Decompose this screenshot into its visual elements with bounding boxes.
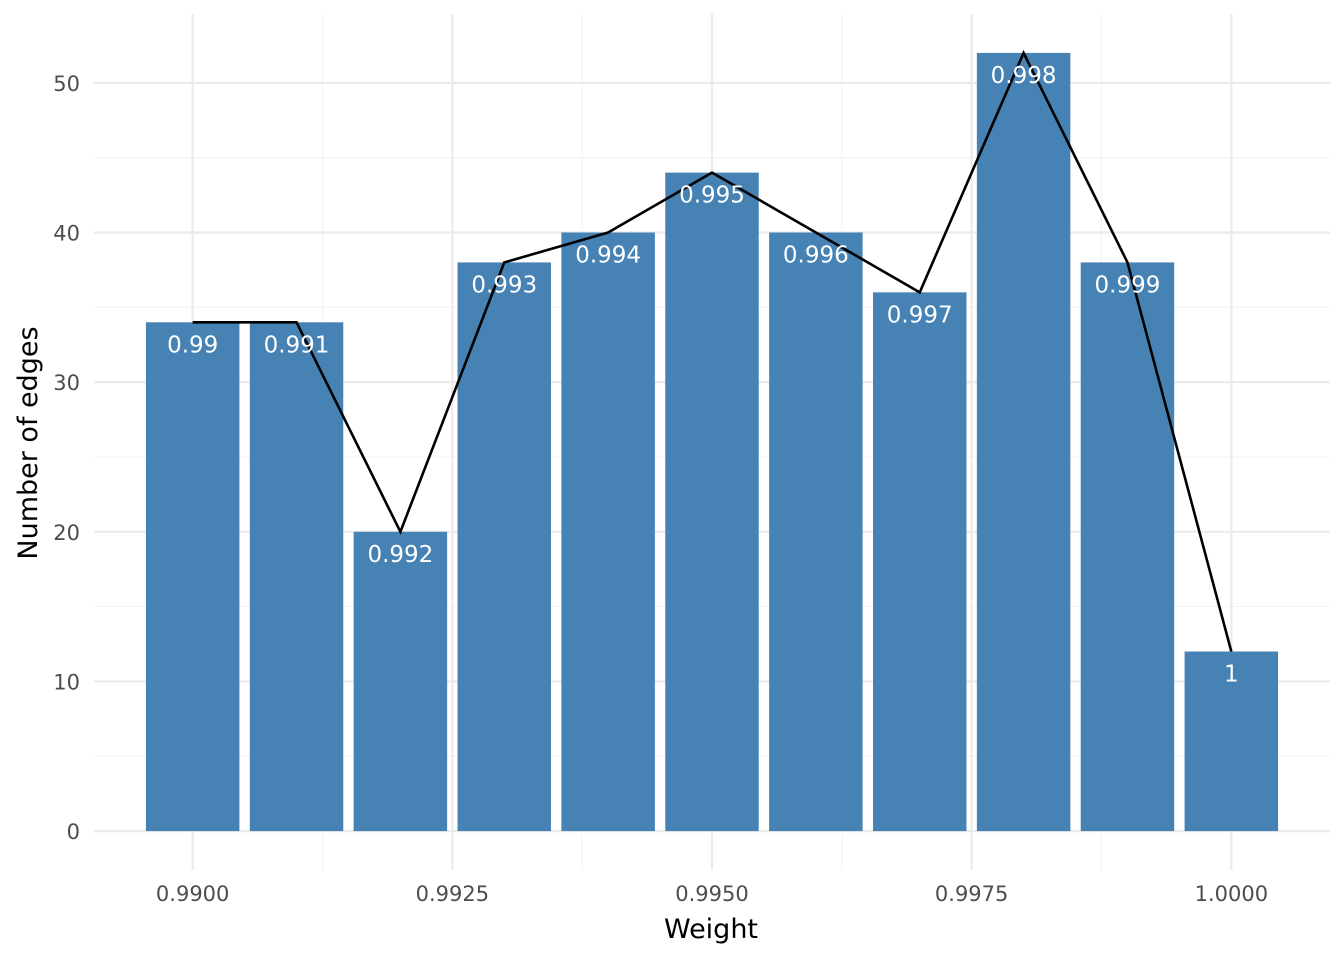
bar-value-label: 0.99: [167, 332, 218, 358]
y-tick-label: 20: [53, 521, 80, 545]
bars: [145, 52, 1279, 832]
series-line: [192, 49, 1233, 652]
y-tick-label: 0: [67, 820, 80, 844]
y-tick-label: 40: [53, 221, 80, 245]
x-axis-title: Weight: [664, 914, 758, 945]
line-overlay: [192, 49, 1233, 652]
bar: [457, 262, 552, 832]
x-tick-label: 1.0000: [1195, 882, 1268, 906]
x-tick-label: 0.9900: [156, 882, 229, 906]
bar-value-label: 1: [1224, 662, 1239, 688]
bar: [353, 531, 448, 832]
bar-value-label: 0.993: [471, 272, 537, 298]
bar-value-label: 0.992: [367, 542, 433, 568]
bar-value-label: 0.996: [783, 242, 849, 268]
bar-value-label: 0.995: [679, 183, 745, 209]
bar: [1080, 262, 1175, 832]
y-axis-title: Number of edges: [13, 326, 44, 559]
y-tick-label: 30: [53, 371, 80, 395]
y-tick-label: 50: [53, 72, 80, 96]
y-axis-tick-labels: 0 10 20 30 40 50: [53, 72, 80, 844]
bar-value-label: 0.998: [991, 63, 1057, 89]
x-tick-label: 0.9950: [675, 882, 748, 906]
bar: [1184, 651, 1279, 832]
bar: [769, 232, 863, 832]
bar-labels: 0.99 0.991 0.992 0.993 0.994 0.995 0.996 0.997 0…: [167, 63, 1239, 688]
bar: [145, 322, 240, 832]
bar: [249, 322, 344, 832]
x-tick-label: 0.9975: [935, 882, 1008, 906]
bar-value-label: 0.999: [1095, 272, 1161, 298]
bar-value-label: 0.997: [887, 302, 953, 328]
bar: [561, 232, 655, 832]
y-tick-label: 10: [53, 670, 80, 694]
bar-value-label: 0.994: [575, 242, 641, 268]
bar: [872, 292, 967, 832]
x-axis-tick-labels: 0.9900 0.9925 0.9950 0.9975 1.0000: [156, 882, 1268, 906]
bar-value-label: 0.991: [264, 332, 330, 358]
x-tick-label: 0.9925: [416, 882, 489, 906]
bar: [665, 172, 759, 832]
bar: [976, 52, 1071, 832]
